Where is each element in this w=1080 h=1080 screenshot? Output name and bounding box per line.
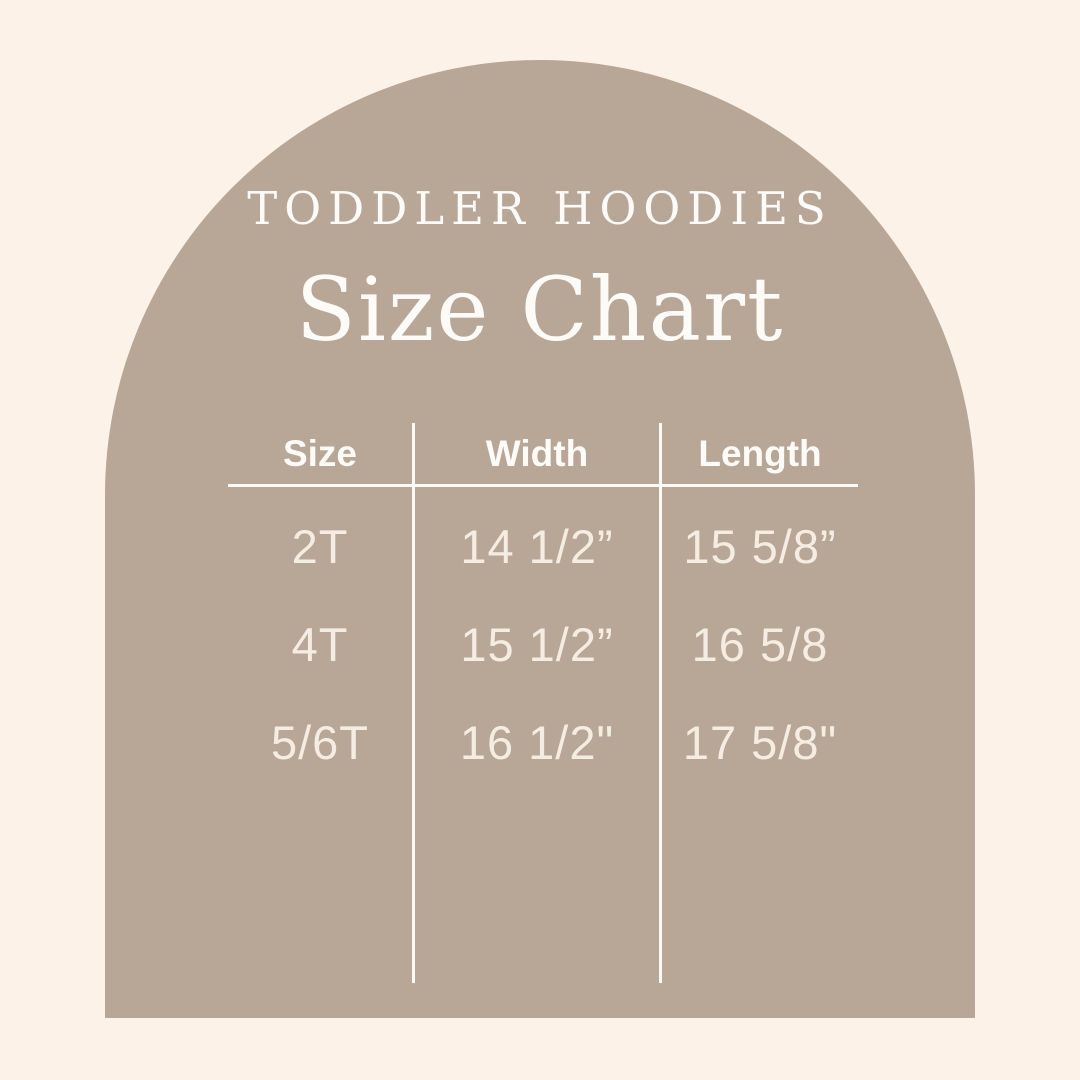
length-cell: 16 5/8	[691, 617, 829, 671]
eyebrow-heading: TODDLER HOODIES	[247, 182, 833, 235]
divider-extension	[228, 781, 415, 983]
width-cell: 15 1/2”	[415, 585, 662, 683]
column-header-width: Width	[415, 423, 662, 487]
divider-extension	[662, 781, 858, 983]
width-cell: 14 1/2”	[415, 487, 662, 585]
divider-extension	[415, 781, 662, 983]
column-header-size: Size	[228, 423, 415, 487]
size-cell: 2T	[228, 487, 415, 585]
length-cell: 15 5/8”	[683, 519, 837, 573]
page-title: Size Chart	[295, 258, 785, 361]
size-chart-table: Size Width Length 2T 14 1/2” 15 5/8” 4T …	[228, 423, 858, 983]
arch-background	[105, 60, 975, 1018]
column-header-length: Length	[662, 423, 858, 487]
size-cell: 4T	[228, 585, 415, 683]
width-cell: 16 1/2"	[415, 683, 662, 781]
size-cell: 5/6T	[228, 683, 415, 781]
length-cell: 17 5/8"	[682, 715, 838, 769]
